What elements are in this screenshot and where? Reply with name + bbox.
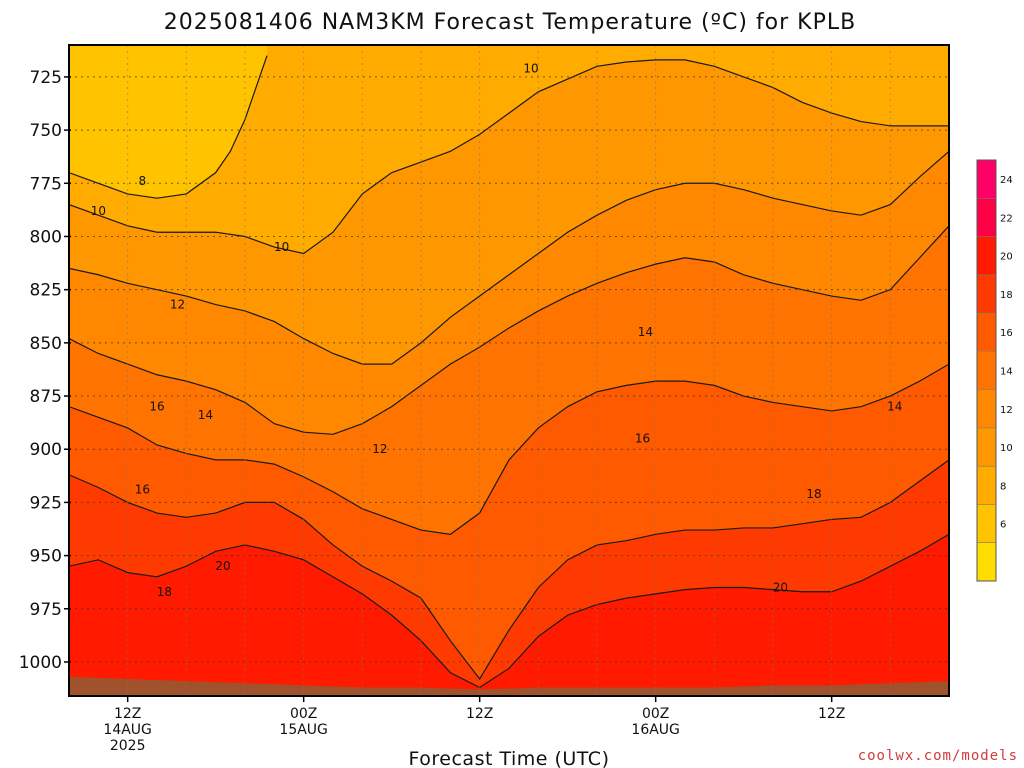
temperature-band [69,45,949,254]
x-tick-label: 12Z [466,706,493,722]
colorbar-segment [977,389,996,428]
colorbar-segment [977,427,996,467]
colorbar-label: 22 [1000,213,1013,224]
colorbar-segment [977,274,996,314]
contour-label: 16 [635,432,650,446]
chart-title: 2025081406 NAM3KM Forecast Temperature (… [164,10,856,35]
site-credit: coolwx.com/models [858,748,1018,764]
y-axis: 725 750 775 800 825 850 875 900 925 950 975 1000 [19,68,71,673]
x-tick-label: 14AUG [103,722,152,738]
contour-line [69,459,949,681]
contour-label: 18 [157,585,172,599]
colorbar-frame [976,159,997,582]
contour-line [69,150,949,365]
y-tick-label: 1000 [19,653,62,673]
contour-label: 20 [773,581,788,595]
y-tick-label: 875 [30,387,62,407]
colorbar-label: 20 [1000,252,1013,263]
grid [69,45,949,696]
y-tick-label: 950 [30,547,62,567]
colorbar-segment [977,466,996,505]
x-axis-label: Forecast Time (UTC) [409,748,610,768]
colorbar-label: 10 [1000,443,1013,454]
y-tick-label: 975 [30,600,62,620]
temperature-band [69,45,267,199]
contour-label: 18 [806,487,821,501]
y-tick-label: 900 [30,440,62,460]
colorbar-segment [977,351,996,390]
contour-label: 10 [274,240,289,254]
y-tick-label: 750 [30,121,62,141]
contour-label: 10 [523,61,538,75]
x-tick-label: 12Z [818,706,845,722]
contour-label: 16 [135,483,150,497]
colorbar-segment [977,504,996,543]
contour-line [69,533,949,689]
contour-label: 14 [638,325,653,339]
x-tick-label: 00Z [290,706,317,722]
contour-label: 10 [91,204,106,218]
y-tick-label: 825 [30,281,62,301]
x-tick-label: 12Z [114,706,141,722]
y-tick-label: 925 [30,493,62,513]
contour-label: 14 [198,408,213,422]
contour-label: 14 [887,400,902,414]
plot-frame [68,44,950,697]
colorbar-segment [977,198,996,237]
colorbar-segment [977,160,996,199]
y-tick-label: 850 [30,334,62,354]
colorbar-segment [977,313,996,352]
contour-label: 12 [372,442,387,456]
x-tick-label: 00Z [642,706,669,722]
x-tick-label: 16AUG [631,722,680,738]
contour-label: 16 [149,400,164,414]
colorbar-label: 16 [1000,328,1013,339]
y-tick-label: 775 [30,174,62,194]
plot-layers: 10 8 10 10 12 14 16 14 16 14 12 16 18 20 18 20 [69,45,949,696]
contour-line [69,363,949,535]
colorbar-label: 14 [1000,367,1013,378]
colorbar-segment [977,542,996,581]
colorbar-label: 6 [1000,520,1006,531]
contour-label: 8 [139,174,147,188]
plot-area: 10 8 10 10 12 14 16 14 16 14 12 16 18 20 18 20 [68,44,950,697]
y-tick-label: 725 [30,68,62,88]
contour-label: 20 [215,559,230,573]
contour-line [69,59,949,255]
x-tick-label: 15AUG [279,722,328,738]
x-tick-label: 2025 [110,738,146,754]
contour-label: 12 [170,298,185,312]
y-tick-label: 800 [30,227,62,247]
colorbar: 6 8 10 12 14 16 18 20 22 24 [976,159,1013,582]
colorbar-label: 8 [1000,481,1006,492]
colorbar-label: 18 [1000,290,1013,301]
ground-terrain [69,676,949,696]
colorbar-label: 12 [1000,405,1013,416]
colorbar-segment [977,236,996,275]
colorbar-label: 24 [1000,175,1013,186]
